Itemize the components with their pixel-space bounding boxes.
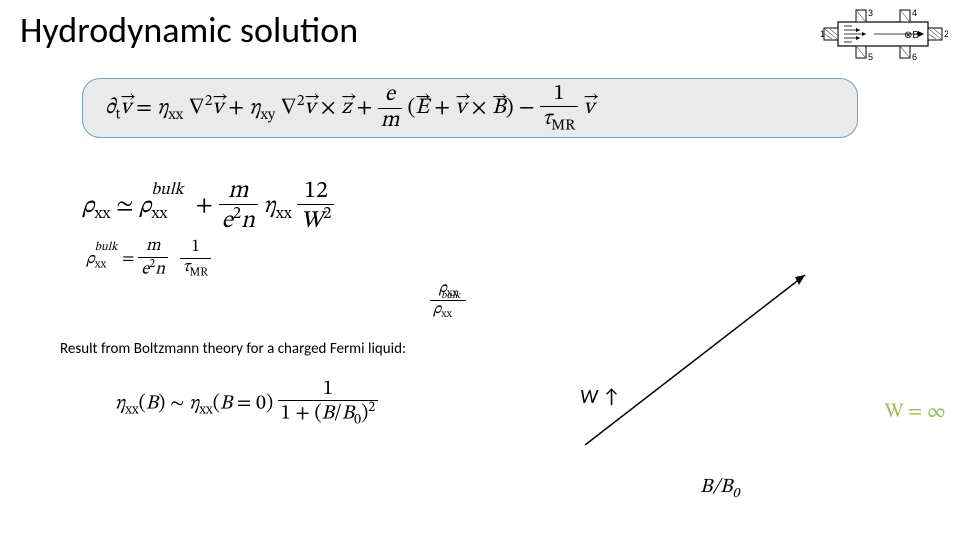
svg-text:2: 2 — [944, 29, 948, 39]
partial: ∂t — [105, 97, 120, 119]
svg-text:⊗B: ⊗B — [904, 30, 919, 41]
ratio-label: ρxx ρxxbulk — [430, 280, 466, 320]
slide: Hydrodynamic solution 1 2 3 — [0, 0, 960, 540]
rho-xx-equation: ρxx ≃ ρxxbulk + me2n ηxx 12W2 — [82, 178, 334, 235]
svg-text:4: 4 — [912, 8, 917, 18]
eta-b-equation: ηxx(B) ∼ ηxx(B = 0) 1 1 + (B/B0)2 — [115, 378, 378, 429]
plot-line — [555, 255, 835, 480]
svg-text:3: 3 — [868, 8, 873, 18]
rho-bulk-equation: ρxxbulk = me2n 1τMR — [86, 238, 211, 280]
x-axis-label: B/B0 — [700, 475, 739, 503]
w-arrow-label: W ↑ — [580, 385, 620, 409]
svg-text:5: 5 — [868, 52, 873, 62]
svg-text:6: 6 — [912, 52, 917, 62]
main-equation: ∂t→v = ηxx ∇2→v + ηxy ∇2→v × →z + em (→E… — [105, 82, 594, 135]
boltzmann-caption: Result from Boltzmann theory for a charg… — [60, 340, 406, 358]
w-infinity-label: W = ∞ — [885, 400, 946, 425]
slide-title: Hydrodynamic solution — [20, 8, 358, 52]
device-schematic: 1 2 3 4 5 6 ⊗B — [818, 4, 948, 64]
svg-text:1: 1 — [820, 29, 825, 39]
main-equation-box: ∂t→v = ηxx ∇2→v + ηxy ∇2→v × →z + em (→E… — [82, 78, 858, 138]
